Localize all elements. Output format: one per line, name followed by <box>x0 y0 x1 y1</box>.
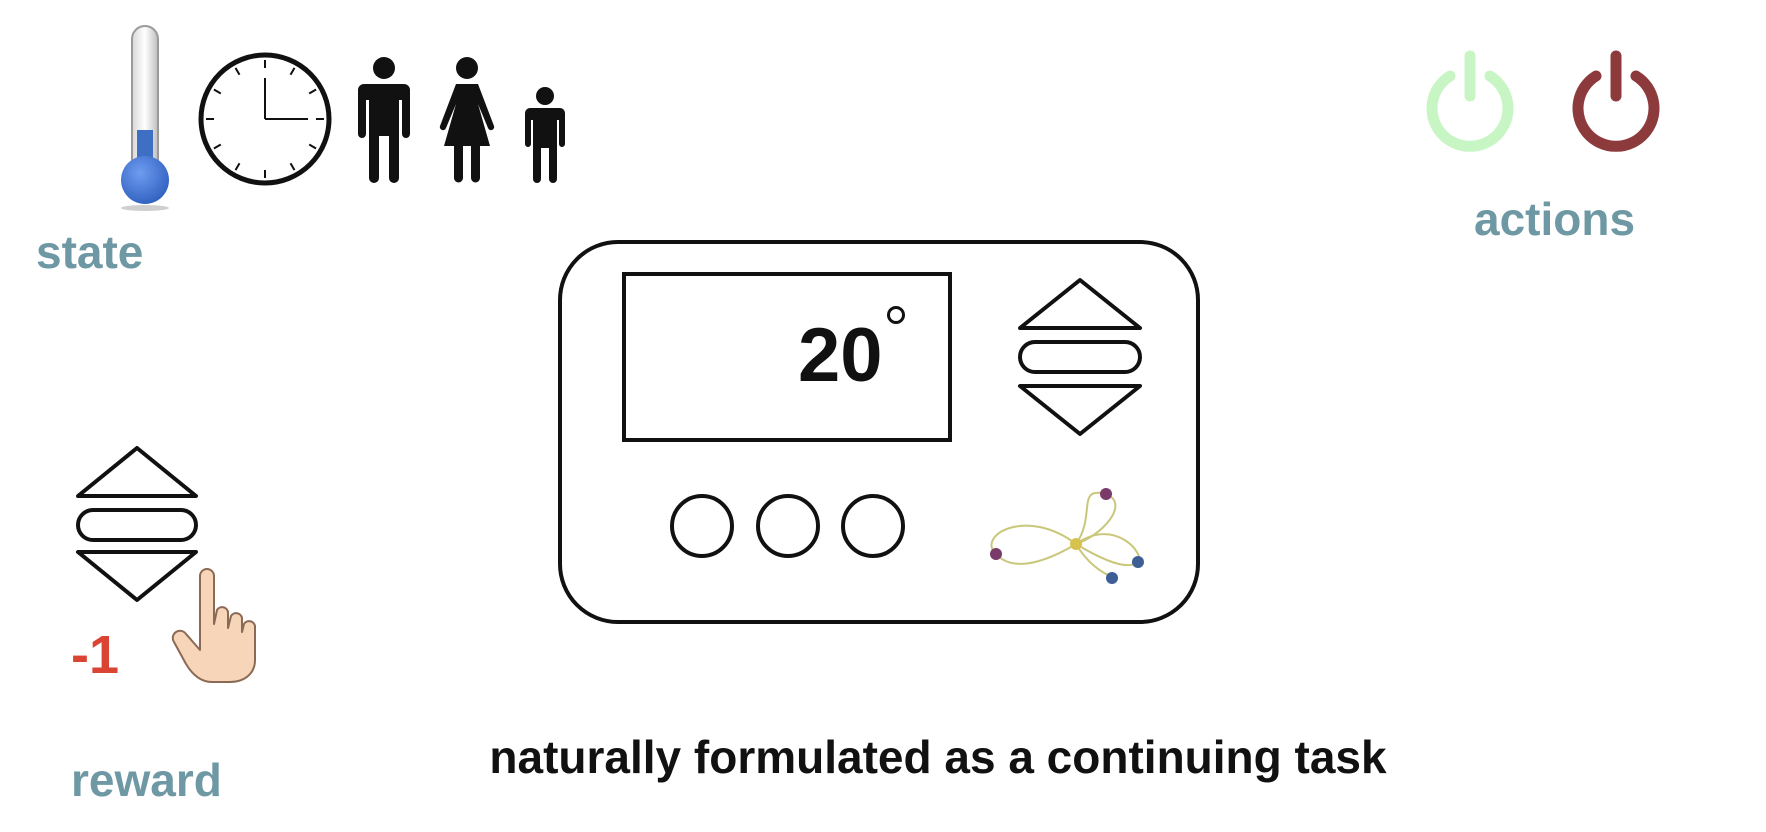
clock-icon <box>198 52 332 186</box>
round-button-2[interactable] <box>756 494 820 558</box>
thermostat-up-down-control[interactable] <box>1018 278 1142 436</box>
up-down-arrows-icon <box>76 446 198 602</box>
child-icon <box>525 87 565 183</box>
degree-symbol <box>887 306 905 324</box>
thermometer-icon <box>121 25 169 211</box>
woman-icon <box>439 57 495 183</box>
man-icon <box>358 57 410 183</box>
power-off-icon[interactable] <box>1564 48 1668 152</box>
thermostat-device <box>558 240 1200 624</box>
state-label: state <box>36 226 144 278</box>
reward-value: -1 <box>71 625 120 685</box>
actions-label: actions <box>1474 193 1636 245</box>
display-temperature: 20 <box>798 313 883 398</box>
pointing-hand-icon <box>171 568 256 683</box>
power-on-icon[interactable] <box>1418 48 1522 152</box>
reward-label: reward <box>71 754 222 806</box>
thermostat-display <box>622 272 952 442</box>
caption: naturally formulated as a continuing tas… <box>489 731 1387 783</box>
round-button-3[interactable] <box>841 494 905 558</box>
round-button-1[interactable] <box>670 494 734 558</box>
